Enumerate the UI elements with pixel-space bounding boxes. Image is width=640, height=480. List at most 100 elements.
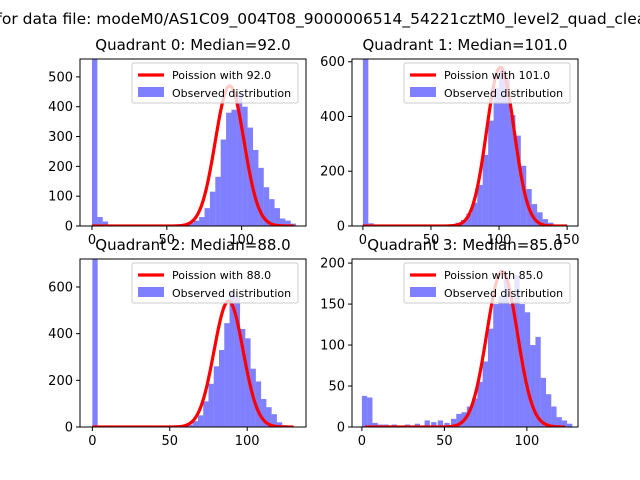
panel-3: 0 50 100 0 50 100 150 200 Quadrant 3: Median=85.… <box>320 236 579 449</box>
axes-frame <box>351 58 579 227</box>
histogram-bar <box>188 223 194 226</box>
legend-label-poisson: Poission with 85.0 <box>444 269 543 282</box>
histogram-bar <box>367 397 373 427</box>
y-tick-label: 600 <box>320 55 345 70</box>
legend-patch-swatch <box>138 287 164 297</box>
histogram-bar <box>240 329 246 427</box>
histogram-bar <box>229 291 235 427</box>
y-tick-label: 0 <box>65 421 73 436</box>
plot-area <box>362 59 568 226</box>
histogram-bar <box>477 381 483 427</box>
histogram-bar <box>514 275 520 427</box>
histogram-bar <box>234 296 241 427</box>
y-tick-label: 600 <box>48 281 73 296</box>
figure-suptitle: Plots for data file: modeM0/AS1C09_004T0… <box>0 10 640 29</box>
histogram-bar <box>266 407 272 427</box>
poisson-curve <box>362 65 568 226</box>
y-tick-label: 150 <box>320 298 345 313</box>
y-tick-label: 200 <box>48 374 73 389</box>
legend-label-observed: Observed distribution <box>444 287 563 300</box>
histogram-bar <box>231 109 237 226</box>
histogram-bar <box>477 184 483 226</box>
histogram-bar <box>258 167 264 226</box>
legend-patch-swatch <box>410 87 436 97</box>
y-tick-label: 0 <box>337 421 345 436</box>
histogram-bar <box>556 417 562 427</box>
histogram-bar <box>187 424 193 427</box>
histogram-bar <box>255 381 262 427</box>
axes-frame <box>79 58 307 227</box>
histogram-bar <box>499 67 505 226</box>
y-tick-label: 100 <box>48 190 73 205</box>
histogram-bar <box>524 312 531 427</box>
histogram-bar <box>509 115 516 226</box>
histogram-bar <box>279 218 286 226</box>
histogram-bar <box>493 87 500 226</box>
histogram-bar <box>561 420 568 427</box>
panel-title: Quadrant 2: Median=88.0 <box>95 236 290 254</box>
x-tick-label: 0 <box>88 233 96 248</box>
histogram-bar <box>261 399 267 427</box>
histogram-bar <box>208 383 214 427</box>
histogram-bar <box>197 415 204 427</box>
y-tick-label: 50 <box>328 380 345 395</box>
legend-patch-swatch <box>138 87 164 97</box>
poisson-curve <box>91 299 295 427</box>
histogram-bar <box>263 187 270 226</box>
histogram-bar <box>199 217 205 226</box>
histogram-bar <box>503 279 510 427</box>
y-tick-label: 0 <box>65 220 73 235</box>
legend-box <box>131 62 299 104</box>
legend: Poission with 85.0 Observed distribution <box>403 262 571 304</box>
histogram-bar <box>444 422 450 427</box>
y-tick-label: 200 <box>320 257 345 272</box>
histogram-bar <box>209 191 216 226</box>
panel-title: Quadrant 0: Median=92.0 <box>95 36 290 54</box>
histogram-bar <box>236 94 243 226</box>
legend: Poission with 101.0 Observed distribution <box>403 62 571 104</box>
histogram-bar <box>471 202 478 226</box>
y-tick-label: 200 <box>320 165 345 180</box>
histogram-bar <box>92 259 98 427</box>
histogram-bar <box>226 112 232 226</box>
panel-1: 0 50 100 150 0 200 400 600 Quadrant 1: Median=10… <box>320 36 579 248</box>
histogram-bar <box>567 423 573 427</box>
histogram-bar <box>91 59 98 226</box>
panel-2: 0 50 100 0 200 400 600 Quadrant 2: Median=88.0 P… <box>48 236 307 449</box>
histogram-bar <box>274 208 280 226</box>
legend-label-poisson: Poission with 101.0 <box>444 69 550 82</box>
y-tick-label: 400 <box>48 327 73 342</box>
x-tick-label: 150 <box>555 233 580 248</box>
histogram-bar <box>192 421 198 427</box>
histogram-bar <box>498 295 504 427</box>
histogram-bar <box>535 336 541 427</box>
x-tick-label: 0 <box>358 434 366 449</box>
legend-box <box>403 62 571 104</box>
histogram-bar <box>253 149 259 226</box>
histogram-bar <box>488 120 494 226</box>
histogram-bar <box>203 401 209 427</box>
histogram-bar <box>242 106 248 226</box>
histogram-bar <box>482 361 488 427</box>
histogram-bar <box>220 139 227 226</box>
x-tick-label: 50 <box>436 434 453 449</box>
histogram-bar <box>456 413 462 427</box>
y-tick-label: 0 <box>337 220 345 235</box>
histogram-bar <box>213 366 220 427</box>
histogram-bar <box>530 345 536 427</box>
histogram-bar <box>542 219 549 226</box>
x-tick-label: 0 <box>359 233 367 248</box>
histogram-bar <box>193 220 200 226</box>
legend-box <box>131 262 299 304</box>
y-tick-label: 500 <box>48 70 73 85</box>
histogram-bar <box>97 217 103 226</box>
histogram-bar <box>219 350 225 427</box>
axes-frame <box>351 258 579 428</box>
histogram-bar <box>472 398 478 427</box>
histogram-bar <box>372 422 378 427</box>
histogram-bar <box>540 377 546 427</box>
plot-area <box>91 259 295 427</box>
histogram-bar <box>362 59 369 226</box>
histogram-bar <box>551 406 557 427</box>
